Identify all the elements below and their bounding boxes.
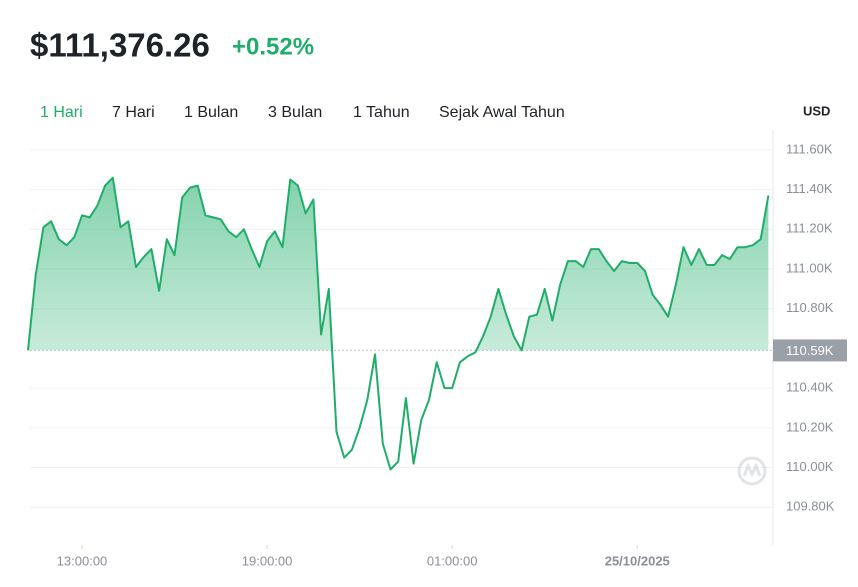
tab[interactable]: 1 Tahun xyxy=(353,104,410,121)
y-tick-label: 110.00K xyxy=(786,459,834,474)
watermark-logo xyxy=(737,456,767,486)
currency: USD xyxy=(803,103,830,118)
x-tick-label: 25/10/2025 xyxy=(605,553,670,568)
tab[interactable]: 1 Bulan xyxy=(184,104,238,121)
price: $111,376.26 xyxy=(30,27,210,64)
tab[interactable]: 7 Hari xyxy=(112,104,155,121)
y-tick-label: 111.60K xyxy=(786,141,833,156)
reference-label: 110.59K xyxy=(786,343,834,358)
y-tick-label: 111.40K xyxy=(786,181,833,196)
price-line xyxy=(27,176,770,471)
y-tick-label: 110.40K xyxy=(786,380,834,395)
y-tick-label: 109.80K xyxy=(786,499,835,514)
x-tick-label: 01:00:00 xyxy=(427,553,478,568)
y-tick-label: 111.00K xyxy=(786,260,833,275)
x-tick-label: 13:00:00 xyxy=(57,553,108,568)
y-tick-label: 110.20K xyxy=(786,419,834,434)
tab[interactable]: Sejak Awal Tahun xyxy=(439,104,565,121)
reference-badge xyxy=(773,339,847,362)
tabs: 1 Hari 7 Hari 1 Bulan 3 Bulan 1 Tahun Sejak A… xyxy=(40,104,565,121)
tab[interactable]: 1 Hari xyxy=(40,104,83,121)
logo-ring xyxy=(737,456,767,486)
area xyxy=(28,177,769,351)
logo-mark xyxy=(742,462,762,478)
y-tick-label: 110.80K xyxy=(786,300,834,315)
tab[interactable]: 3 Bulan xyxy=(268,104,322,121)
x-tick-label: 19:00:00 xyxy=(242,553,293,568)
price-change: +0.52% xyxy=(232,33,314,60)
plot: 109.80K 110.00K 110.20K 110.40K 110.80K 111.0… xyxy=(27,130,847,568)
y-tick-label: 111.20K xyxy=(786,221,833,236)
